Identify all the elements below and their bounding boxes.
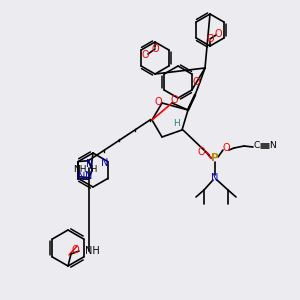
- Text: N: N: [85, 171, 92, 181]
- Text: O: O: [154, 97, 162, 107]
- Text: N: N: [78, 172, 85, 182]
- Text: C: C: [254, 142, 260, 151]
- Text: O: O: [192, 77, 200, 87]
- Text: NH: NH: [74, 166, 87, 175]
- Text: O: O: [214, 29, 222, 39]
- Text: P: P: [211, 153, 219, 163]
- Text: N: N: [211, 173, 219, 183]
- Text: NH: NH: [85, 246, 100, 256]
- Text: O: O: [170, 95, 178, 105]
- Text: N: N: [270, 142, 276, 151]
- Text: O: O: [222, 143, 230, 153]
- Text: O: O: [141, 50, 149, 60]
- Text: N: N: [85, 159, 93, 169]
- Text: O: O: [151, 44, 159, 54]
- Text: O: O: [197, 147, 205, 157]
- Text: O: O: [206, 34, 214, 44]
- Text: H: H: [174, 119, 180, 128]
- Text: N: N: [101, 158, 108, 167]
- Text: O: O: [71, 245, 79, 255]
- Text: H: H: [90, 166, 96, 175]
